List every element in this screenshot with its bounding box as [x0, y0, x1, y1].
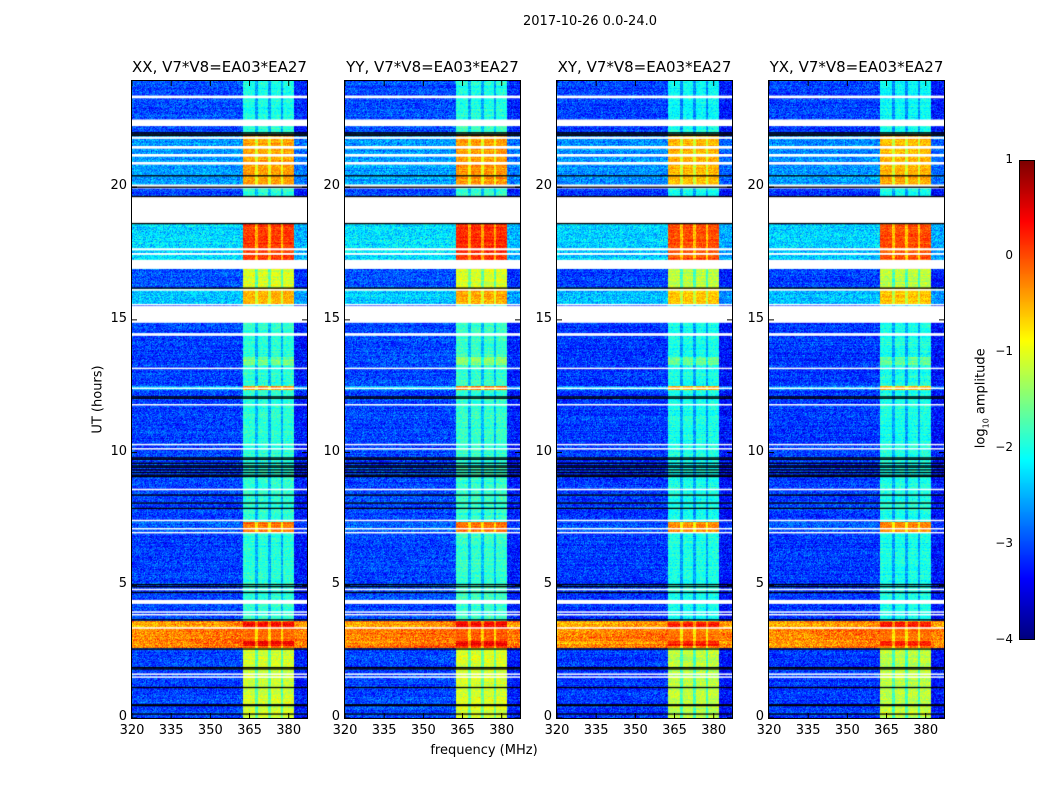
x-tick-label: 380 — [701, 723, 727, 738]
x-tick-label: 320 — [756, 723, 782, 738]
y-tick-label: 15 — [535, 310, 552, 326]
y-tick-label: 5 — [755, 576, 764, 592]
colorbar-tick-label: −4 — [995, 632, 1013, 646]
panel-title: XX, V7*V8=EA03*EA27 — [132, 58, 307, 76]
y-tick-label: 10 — [747, 443, 764, 459]
y-tick-label: 5 — [118, 576, 127, 592]
heatmap-panel — [556, 80, 733, 719]
x-tick-label: 350 — [834, 723, 860, 738]
y-tick-label: 20 — [747, 178, 764, 194]
y-tick-label: 15 — [747, 310, 764, 326]
figure-title: 2017-10-26 0.0-24.0 — [523, 14, 657, 29]
colorbar-label-suffix: amplitude — [973, 348, 989, 419]
x-tick-label: 365 — [662, 723, 687, 738]
y-tick-label: 5 — [331, 576, 340, 592]
colorbar-tick-label: 0 — [1005, 248, 1013, 262]
axis-ticks — [132, 81, 307, 718]
y-tick-label: 0 — [331, 709, 340, 724]
x-tick-label: 350 — [410, 723, 436, 738]
x-tick-label: 350 — [622, 723, 648, 738]
colorbar — [1019, 160, 1035, 640]
y-tick-label: 15 — [323, 310, 340, 326]
heatmap-panel — [131, 80, 308, 719]
y-tick-label: 20 — [323, 178, 340, 194]
y-axis-label: UT (hours) — [90, 365, 106, 434]
colorbar-label-prefix: log — [973, 428, 989, 449]
colorbar-tick-label: 1 — [1005, 152, 1013, 166]
axis-ticks — [557, 81, 732, 718]
y-tick-label: 0 — [755, 709, 764, 724]
heatmap-panel — [344, 80, 521, 719]
y-tick-label: 0 — [543, 709, 552, 724]
x-tick-label: 380 — [489, 723, 515, 738]
heatmap-image — [557, 81, 732, 718]
y-tick-label: 10 — [323, 443, 340, 459]
heatmap-image — [132, 81, 307, 718]
colorbar-tick-label: −2 — [995, 440, 1013, 454]
x-tick-label: 365 — [450, 723, 475, 738]
colorbar-tick-label: −3 — [995, 536, 1013, 550]
x-axis-label: frequency (MHz) — [430, 743, 538, 758]
heatmap-panel — [768, 80, 945, 719]
y-tick-label: 20 — [110, 178, 127, 194]
panel-title: YY, V7*V8=EA03*EA27 — [346, 58, 519, 76]
panel-title: XY, V7*V8=EA03*EA27 — [557, 58, 732, 76]
colorbar-tick-label: −1 — [995, 344, 1013, 358]
x-tick-label: 335 — [583, 723, 609, 738]
colorbar-label: log10 amplitude — [974, 328, 991, 468]
x-tick-label: 380 — [276, 723, 302, 738]
x-tick-label: 320 — [544, 723, 570, 738]
x-tick-label: 320 — [119, 723, 145, 738]
axis-ticks — [345, 81, 520, 718]
y-tick-label: 5 — [543, 576, 552, 592]
x-tick-label: 350 — [197, 723, 223, 738]
x-tick-label: 365 — [874, 723, 899, 738]
x-tick-label: 380 — [913, 723, 939, 738]
heatmap-image — [345, 81, 520, 718]
x-tick-label: 320 — [332, 723, 358, 738]
colorbar-label-sub: 10 — [981, 418, 991, 429]
y-tick-label: 15 — [110, 310, 127, 326]
y-tick-label: 0 — [118, 709, 127, 724]
x-tick-label: 335 — [158, 723, 184, 738]
x-tick-label: 335 — [795, 723, 821, 738]
x-tick-label: 335 — [371, 723, 397, 738]
y-tick-label: 20 — [535, 178, 552, 194]
y-tick-label: 10 — [110, 443, 127, 459]
heatmap-image — [769, 81, 944, 718]
y-tick-label: 10 — [535, 443, 552, 459]
x-tick-label: 365 — [237, 723, 262, 738]
panel-title: YX, V7*V8=EA03*EA27 — [769, 58, 944, 76]
axis-ticks — [769, 81, 944, 718]
